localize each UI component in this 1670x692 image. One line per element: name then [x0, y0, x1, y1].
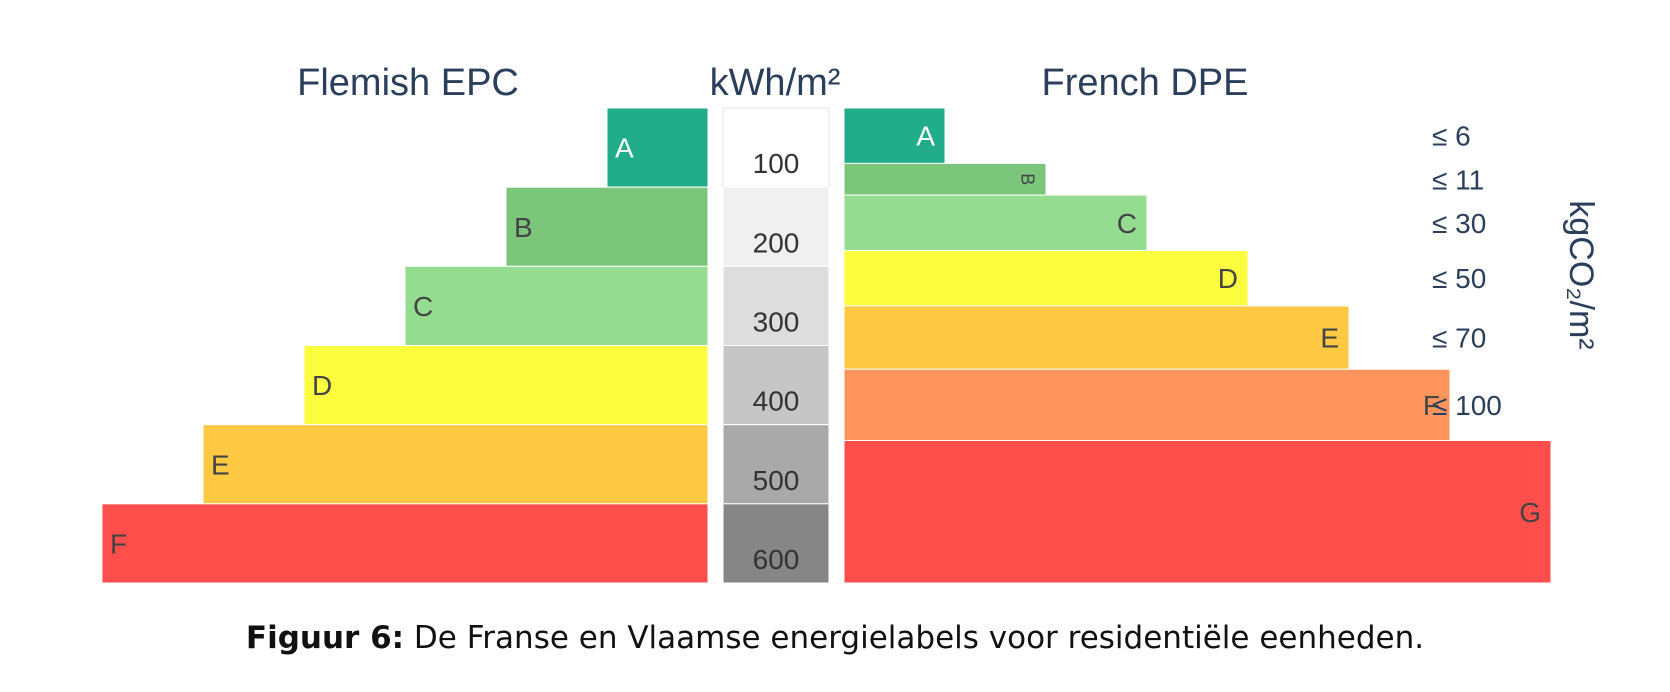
french-bar-a	[843, 107, 946, 164]
kwh-unit-title: kWh/m²	[710, 62, 841, 104]
flemish-bar-c	[404, 265, 709, 347]
co2-threshold-label: ≤ 50	[1432, 263, 1486, 294]
kwh-scale-cell	[722, 424, 830, 505]
french-dpe-title: French DPE	[1042, 62, 1249, 104]
kwh-scale: 100 200 300 400 500 600	[722, 107, 830, 584]
flemish-bar-label: D	[312, 370, 332, 401]
caption-text: De Franse en Vlaamse energielabels voor …	[404, 620, 1425, 656]
french-bar-c	[843, 194, 1148, 251]
kwh-scale-cell	[722, 345, 830, 426]
flemish-bar-f	[101, 503, 709, 584]
kwh-tick-label: 500	[753, 465, 800, 496]
kwh-scale-cell	[722, 265, 830, 347]
french-bar-d	[843, 250, 1249, 307]
flemish-bar-e	[202, 424, 709, 505]
flemish-bar-a	[606, 107, 709, 188]
french-bar-label: F	[1423, 390, 1440, 421]
french-bar-label: B	[1017, 173, 1037, 185]
kwh-scale-cell	[722, 186, 830, 267]
flemish-bar-b	[505, 186, 709, 267]
french-bar-e	[843, 305, 1350, 370]
kwh-tick-label: 100	[753, 148, 800, 179]
french-bar-label: A	[916, 121, 935, 152]
flemish-epc-title: Flemish EPC	[297, 62, 519, 104]
co2-threshold-label: ≤ 6	[1432, 121, 1471, 152]
flemish-bar-label: A	[615, 133, 634, 164]
co2-threshold-label: ≤ 100	[1432, 390, 1502, 421]
french-bar-b	[843, 162, 1047, 196]
kwh-tick-label: 600	[753, 544, 800, 575]
kwh-tick-label: 200	[753, 227, 800, 258]
french-bar-f	[843, 368, 1451, 441]
co2-threshold-label: ≤ 70	[1432, 323, 1486, 354]
kwh-scale-cell	[722, 503, 830, 584]
french-bar-label: D	[1218, 263, 1238, 294]
french-dpe-bars: A B C D E F G	[843, 107, 1552, 584]
kwh-tick-label: 300	[753, 307, 800, 338]
flemish-epc-bars: A B C D E F	[101, 107, 709, 584]
energy-label-chart: Flemish EPC kWh/m² French DPE kgCO₂/m² A…	[101, 62, 1600, 584]
french-bar-label: G	[1519, 497, 1541, 528]
kwh-tick-label: 400	[753, 386, 800, 417]
co2-axis-title: kgCO₂/m²	[1562, 200, 1600, 349]
flemish-bar-label: F	[110, 528, 127, 559]
co2-labels: ≤ 6 ≤ 11 ≤ 30 ≤ 50 ≤ 70 ≤ 100	[1432, 121, 1502, 421]
french-bar-label: E	[1320, 323, 1339, 354]
kwh-scale-cell	[722, 107, 830, 188]
figure-caption: Figuur 6: De Franse en Vlaamse energiela…	[0, 620, 1670, 656]
co2-threshold-label: ≤ 30	[1432, 208, 1486, 239]
co2-threshold-label: ≤ 11	[1432, 164, 1484, 195]
flemish-bar-d	[303, 345, 709, 426]
french-bar-g	[843, 440, 1552, 584]
french-bar-label: C	[1117, 208, 1137, 239]
flemish-bar-label: B	[514, 212, 533, 243]
flemish-bar-label: E	[211, 449, 230, 480]
caption-label: Figuur 6:	[245, 620, 405, 656]
flemish-bar-label: C	[413, 291, 433, 322]
